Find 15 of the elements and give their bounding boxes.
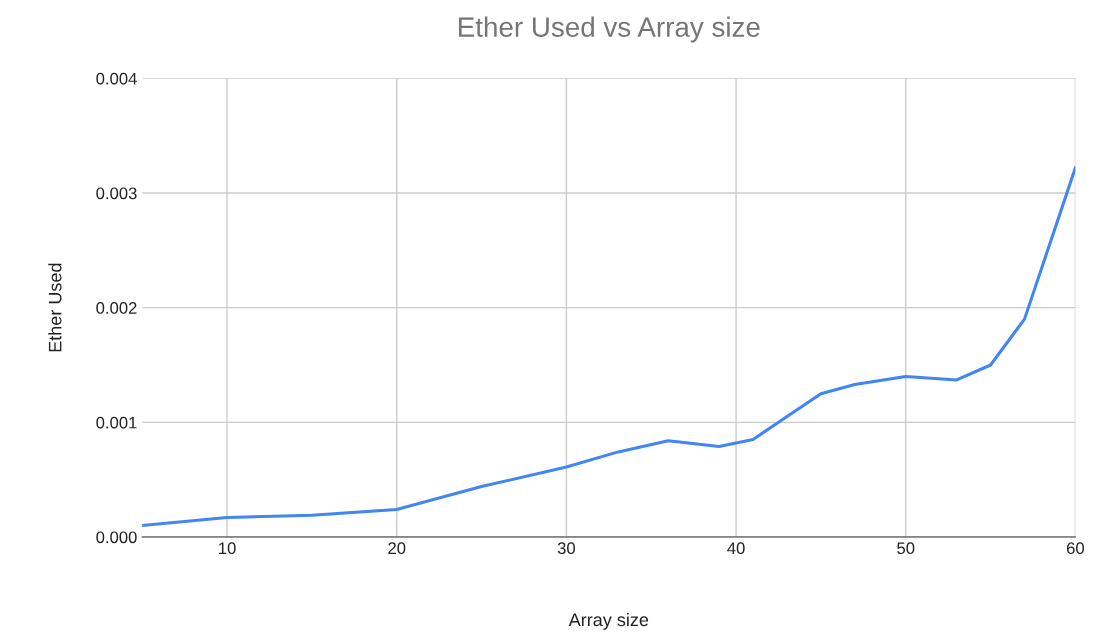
x-tick-label: 20 [388, 542, 406, 555]
y-tick-label: 0.000 [96, 531, 137, 544]
x-tick-label: 60 [1066, 542, 1085, 555]
y-tick-label: 0.001 [96, 416, 137, 429]
line-series [142, 166, 1076, 528]
x-tick-label: 30 [557, 542, 576, 555]
y-tick-label: 0.003 [96, 187, 137, 200]
chart-title: Ether Used vs Array size [459, 16, 760, 43]
y-tick-label: 0.004 [96, 72, 137, 85]
y-tick-label: 0.002 [96, 302, 137, 314]
x-tick-label: 50 [897, 542, 915, 555]
x-tick-label: 40 [727, 542, 745, 555]
y-axis-title: Ether Used [48, 263, 62, 352]
x-axis-title: Array size [568, 612, 649, 630]
x-tick-label: 10 [219, 542, 236, 555]
